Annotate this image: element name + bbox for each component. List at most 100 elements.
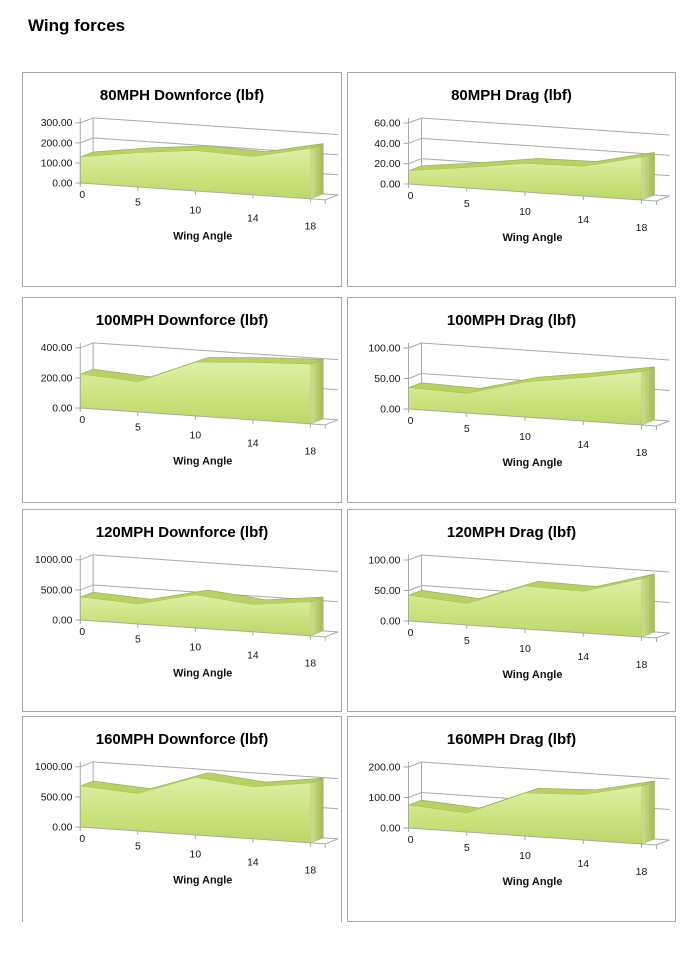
value-axis-tick-label: 0.00 [380,404,401,416]
value-axis-labels: 0.00 50.00 100.00 [368,555,400,628]
chart-title: 80MPH Drag (lbf) [451,87,572,104]
category-axis-tick-label: 5 [464,198,470,210]
chart-row: 100MPH Downforce (lbf) 0.00 200.00 400.00 0 5… [22,297,676,503]
category-axis-tick-label: 10 [519,643,531,655]
category-axis-tick-label: 0 [408,834,414,846]
category-axis-labels: 0 5 10 14 18 [79,415,316,458]
value-axis-labels: 0.00 500.00 1000.00 [35,555,73,626]
chart-box-80mph-downforce-lbf: 80MPH Downforce (lbf) 0.00 100.00 200.00 300… [22,72,342,287]
category-axis-title: Wing Angle [503,232,563,244]
category-axis-labels: 0 5 10 14 18 [79,627,316,670]
chart-box-160mph-drag-lbf: 160MPH Drag (lbf) 0.00 100.00 200.00 0 5 10 14 1… [347,716,676,922]
value-axis-tick-label: 500.00 [41,585,73,596]
value-axis-tick-label: 0.00 [52,403,72,414]
axes [403,762,670,849]
value-axis-tick-label: 50.00 [374,373,400,385]
value-axis-tick-label: 100.00 [368,555,400,567]
value-axis-tick-label: 200.00 [368,762,400,774]
value-axis-tick-label: 60.00 [374,118,400,130]
value-axis-tick-label: 0.00 [380,179,401,191]
charts-grid: 80MPH Downforce (lbf) 0.00 100.00 200.00 300… [22,72,676,922]
value-axis-tick-label: 300.00 [41,118,73,129]
value-axis-labels: 0.00 500.00 1000.00 [35,762,73,833]
chart-box-120mph-drag-lbf: 120MPH Drag (lbf) 0.00 50.00 100.00 0 5 10 14 18… [347,509,676,712]
category-axis-title: Wing Angle [503,669,563,681]
chart-title: 100MPH Downforce (lbf) [95,312,269,329]
category-axis-tick-label: 10 [190,431,202,442]
category-axis-tick-label: 5 [464,842,470,854]
axes [403,343,670,430]
area-series [408,366,655,426]
category-axis-labels: 0 5 10 14 18 [408,415,648,459]
chart-box-80mph-drag-lbf: 80MPH Drag (lbf) 0.00 20.00 40.00 60.00 0 5 10 1… [347,72,676,287]
category-axis-tick-label: 18 [305,446,317,457]
chart-box-160mph-downforce-lbf: 160MPH Downforce (lbf) 0.00 500.00 1000.00 0… [22,716,342,922]
category-axis-tick-label: 14 [577,439,589,451]
axes [403,118,670,205]
chart-title: 80MPH Downforce (lbf) [99,87,265,104]
value-axis-tick-label: 40.00 [374,138,400,150]
area-series [408,780,655,845]
value-axis-tick-label: 0.00 [380,823,401,835]
axes [75,342,339,429]
chart-title: 160MPH Downforce (lbf) [95,731,269,748]
area-series [79,772,324,844]
category-axis-title: Wing Angle [173,230,232,242]
chart-row: 160MPH Downforce (lbf) 0.00 500.00 1000.00 0… [22,716,676,922]
category-axis-tick-label: 14 [247,214,259,225]
area-chart-plot: 0.00 200.00 400.00 0 5 10 14 18 Wing Angle [41,342,339,467]
value-axis-tick-label: 500.00 [41,792,73,803]
category-axis-tick-label: 10 [190,850,202,861]
value-axis-labels: 0.00 200.00 400.00 [41,343,73,414]
category-axis-tick-label: 14 [577,651,589,663]
category-axis-tick-label: 5 [464,635,470,647]
category-axis-labels: 0 5 10 14 18 [79,834,316,877]
category-axis-tick-label: 5 [135,635,141,646]
area-series [407,573,655,638]
chart-box-100mph-downforce-lbf: 100MPH Downforce (lbf) 0.00 200.00 400.00 0 5… [22,297,342,503]
area-chart-plot: 0.00 50.00 100.00 0 5 10 14 18 Wing Angle [368,342,670,469]
category-axis-tick-label: 18 [305,221,317,232]
page-title: Wing forces [28,16,126,35]
chart-row: 80MPH Downforce (lbf) 0.00 100.00 200.00 300… [22,72,676,287]
category-axis-tick-label: 10 [519,431,531,443]
value-axis-tick-label: 1000.00 [35,762,73,773]
axes [75,117,339,204]
chart-title: 160MPH Drag (lbf) [446,731,577,748]
category-axis-tick-label: 5 [135,198,141,209]
area-chart-plot: 0.00 500.00 1000.00 0 5 10 14 18 Wing Angle [35,554,339,679]
category-axis-tick-label: 14 [577,214,589,226]
chart-row: 120MPH Downforce (lbf) 0.00 500.00 1000.00 0… [22,509,676,712]
category-axis-title: Wing Angle [503,876,563,888]
category-axis-tick-label: 14 [577,858,589,870]
category-axis-tick-label: 0 [408,627,414,639]
category-axis-tick-label: 5 [135,423,141,434]
category-axis-tick-label: 14 [247,439,259,450]
category-axis-title: Wing Angle [503,457,563,469]
value-axis-tick-label: 50.00 [374,585,400,597]
category-axis-labels: 0 5 10 14 18 [408,834,648,878]
chart-title: 100MPH Drag (lbf) [446,312,577,329]
value-axis-tick-label: 1000.00 [35,555,73,566]
category-axis-tick-label: 0 [79,415,85,426]
value-axis-tick-label: 400.00 [41,343,73,354]
value-axis-labels: 0.00 20.00 40.00 60.00 [374,118,400,191]
value-axis-tick-label: 0.00 [52,615,72,626]
value-axis-tick-label: 20.00 [374,158,400,170]
category-axis-tick-label: 10 [519,206,531,218]
category-axis-tick-label: 18 [636,866,648,878]
area-chart-plot: 0.00 500.00 1000.00 0 5 10 14 18 Wing Angle [35,761,339,886]
value-axis-labels: 0.00 50.00 100.00 [368,343,400,416]
chart-title: 120MPH Downforce (lbf) [95,524,269,541]
value-axis-tick-label: 100.00 [368,792,400,804]
category-axis-tick-label: 10 [519,850,531,862]
category-axis-tick-label: 18 [636,447,648,459]
value-axis-labels: 0.00 100.00 200.00 [368,762,400,835]
area-series [79,143,324,200]
category-axis-tick-label: 0 [408,415,414,427]
category-axis-tick-label: 0 [408,190,414,202]
area-chart-plot: 0.00 20.00 40.00 60.00 0 5 10 14 18 Wing Angle [374,117,670,244]
value-axis-tick-label: 0.00 [380,616,401,628]
category-axis-tick-label: 14 [247,858,259,869]
category-axis-title: Wing Angle [173,874,232,886]
